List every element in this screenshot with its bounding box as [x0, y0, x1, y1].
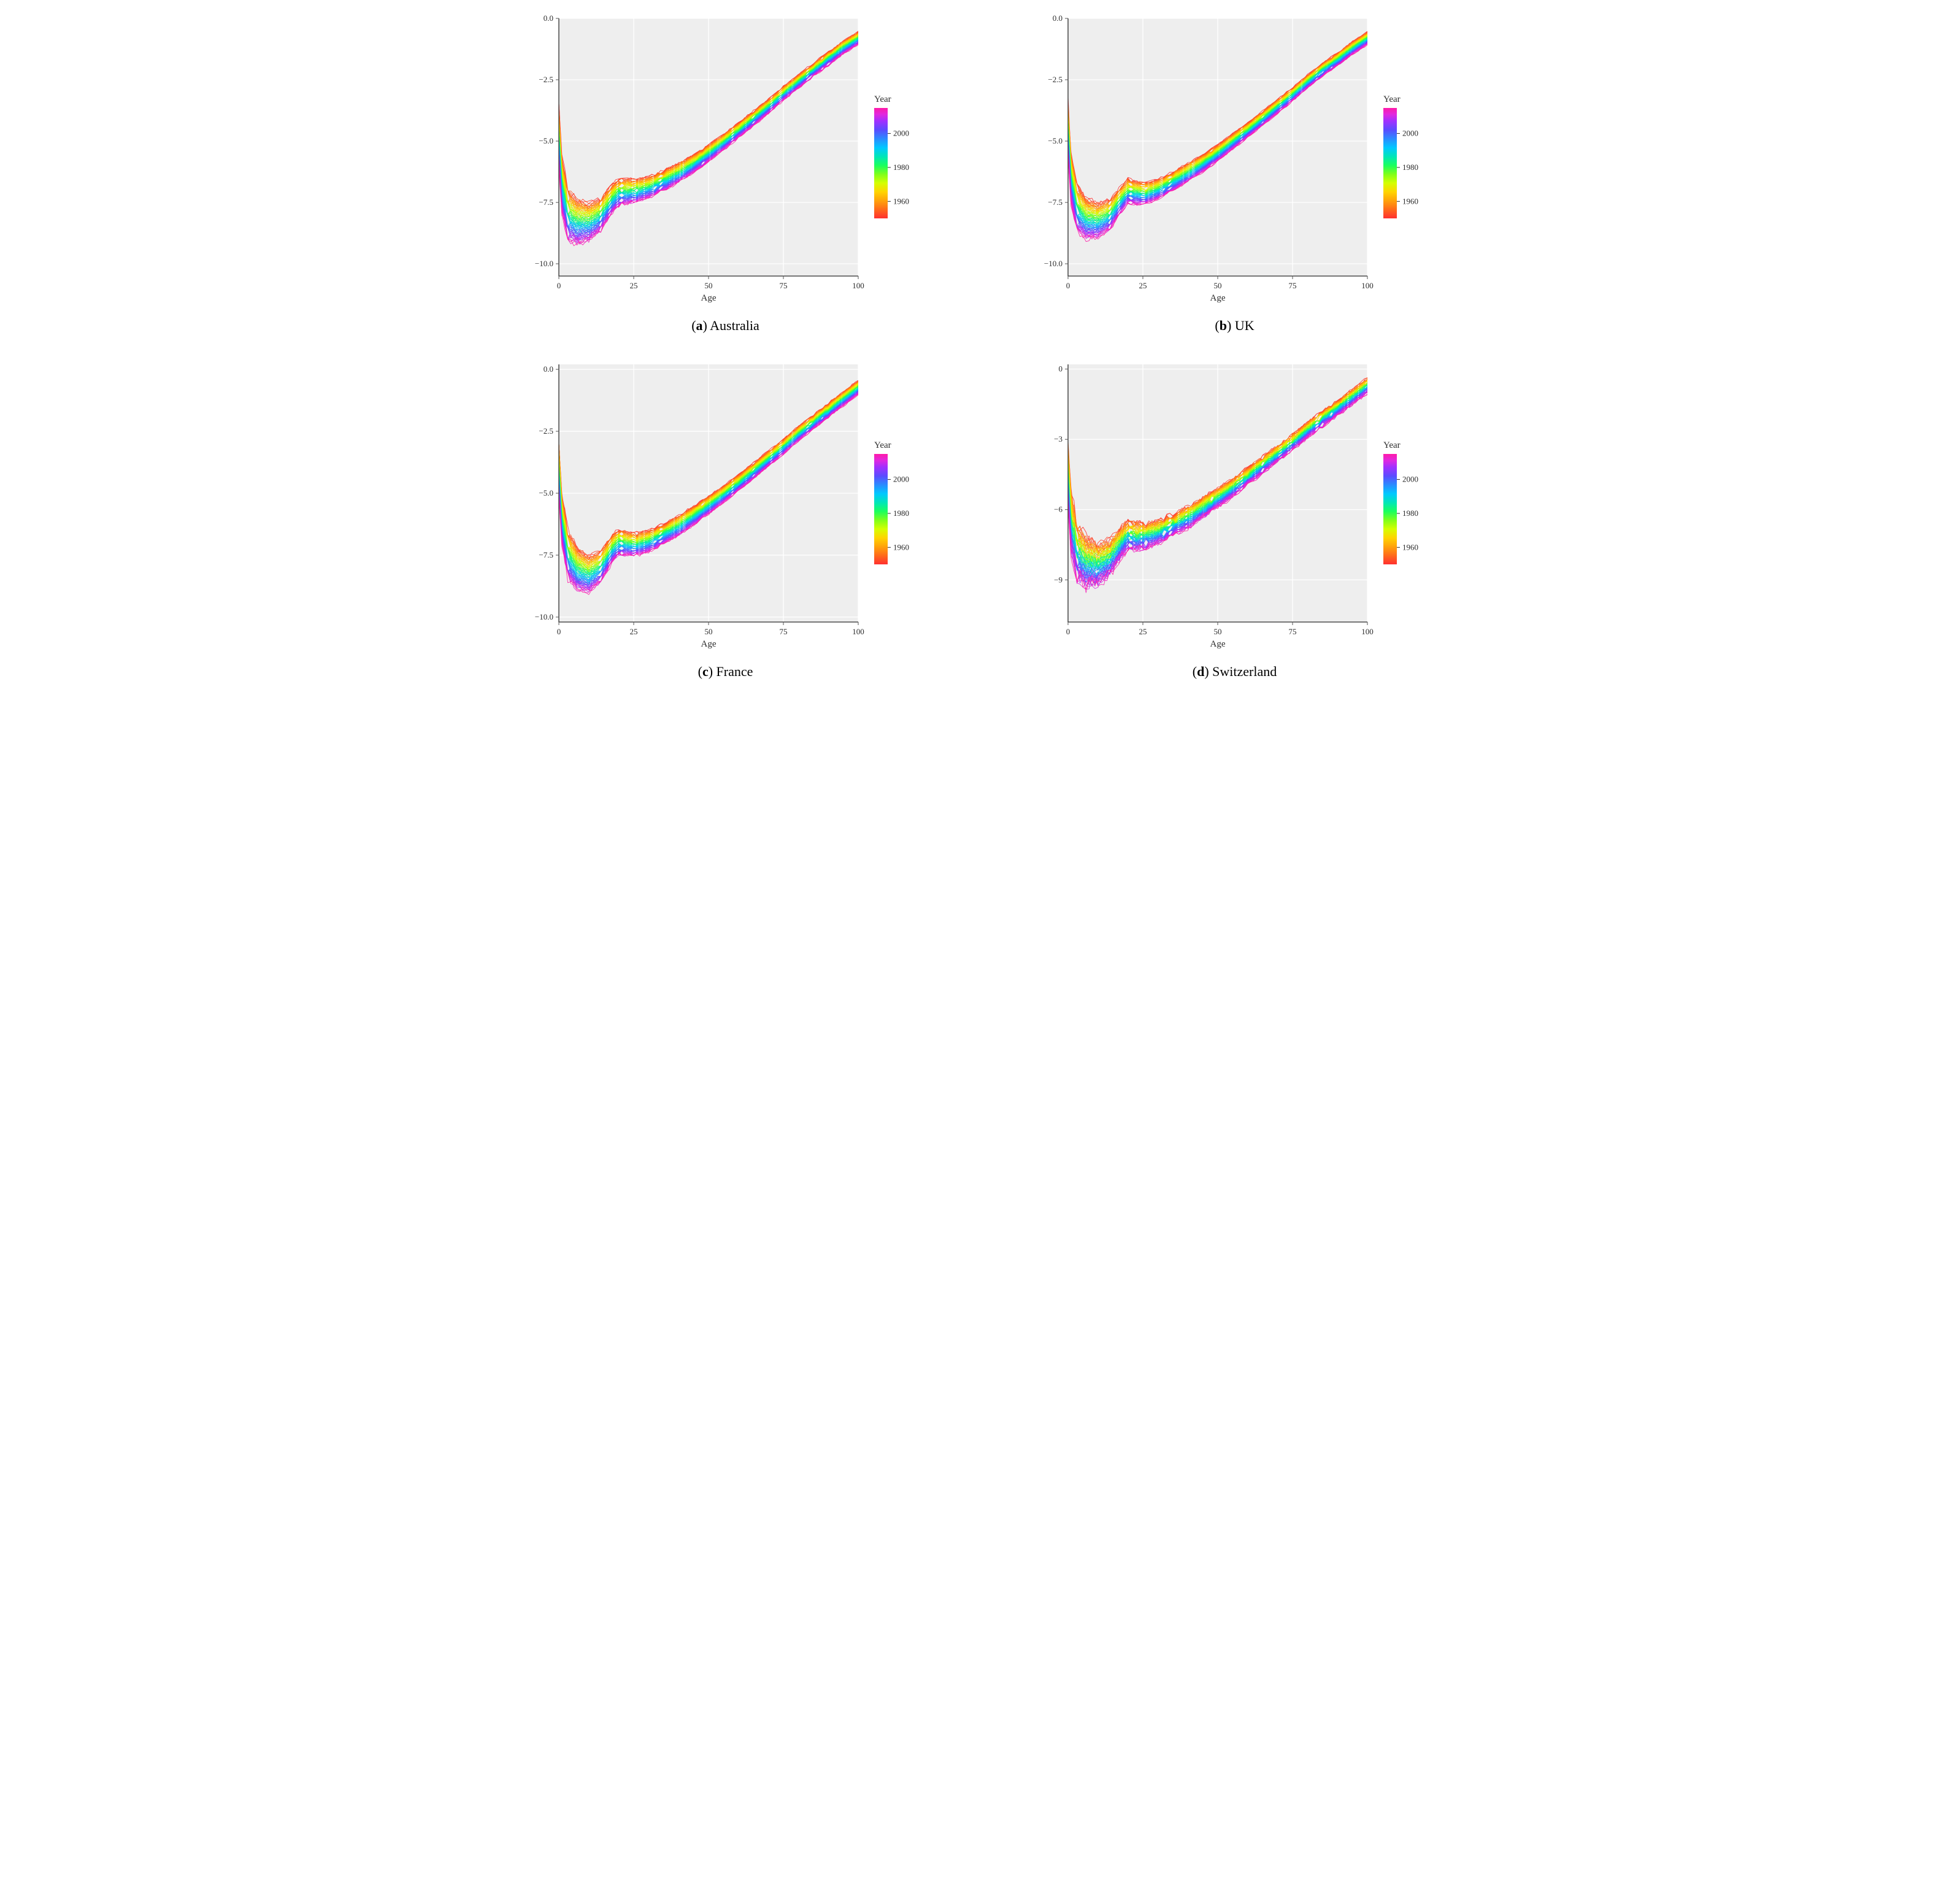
svg-text:75: 75 [779, 281, 787, 290]
legend-title: Year [874, 440, 891, 450]
panel-letter: d [1197, 664, 1204, 679]
svg-text:2000: 2000 [893, 475, 909, 484]
svg-text:0: 0 [1066, 281, 1070, 290]
svg-text:1980: 1980 [893, 509, 909, 518]
panel-letter: b [1220, 318, 1227, 333]
svg-text:1980: 1980 [1402, 509, 1418, 518]
svg-text:50: 50 [704, 281, 712, 290]
x-axis-label: Age [701, 639, 716, 649]
svg-text:75: 75 [1288, 627, 1296, 636]
panel-c: 0 25 50 75 100 Age 0.0 −2.5 −5.0 −7.5 −10.0 Year 200… [490, 358, 962, 680]
panel-b: 0 25 50 75 100 Age 0.0 −2.5 −5.0 −7.5 −10.0 Year 200… [999, 12, 1471, 334]
mortality-chart-a: 0 25 50 75 100 Age 0.0 −2.5 −5.0 −7.5 −10.0 [523, 12, 867, 307]
svg-text:0: 0 [556, 281, 561, 290]
svg-text:1980: 1980 [1402, 163, 1418, 172]
year-colorbar-legend: Year 2000 1980 1960 [874, 93, 928, 226]
svg-text:−10.0: −10.0 [534, 259, 553, 268]
svg-text:25: 25 [1139, 281, 1147, 290]
panel-letter: c [702, 664, 709, 679]
x-axis-label: Age [1210, 639, 1225, 649]
mortality-chart-d: 0 25 50 75 100 Age 0 −3 −6 −9 [1032, 358, 1376, 653]
svg-text:−7.5: −7.5 [539, 550, 553, 559]
svg-text:1960: 1960 [893, 196, 909, 206]
svg-text:0.0: 0.0 [1052, 13, 1062, 23]
svg-text:−10.0: −10.0 [1043, 259, 1062, 268]
svg-text:0: 0 [1066, 627, 1070, 636]
svg-text:25: 25 [629, 281, 637, 290]
svg-text:1960: 1960 [893, 542, 909, 551]
legend-title: Year [1383, 94, 1401, 104]
svg-text:−2.5: −2.5 [539, 75, 553, 84]
svg-text:50: 50 [704, 627, 712, 636]
svg-text:50: 50 [1213, 627, 1221, 636]
svg-text:−3: −3 [1054, 434, 1063, 444]
svg-text:75: 75 [1288, 281, 1296, 290]
year-colorbar-legend: Year 2000 1980 1960 [1383, 93, 1437, 226]
svg-text:1980: 1980 [893, 163, 909, 172]
svg-text:−5.0: −5.0 [1048, 136, 1063, 145]
svg-text:2000: 2000 [1402, 475, 1418, 484]
panel-caption-a: (a) Australia [691, 318, 759, 334]
svg-text:0: 0 [556, 627, 561, 636]
mortality-chart-b: 0 25 50 75 100 Age 0.0 −2.5 −5.0 −7.5 −10.0 [1032, 12, 1376, 307]
svg-text:1960: 1960 [1402, 196, 1418, 206]
svg-text:0.0: 0.0 [543, 13, 553, 23]
svg-text:100: 100 [852, 627, 864, 636]
svg-text:25: 25 [629, 627, 637, 636]
panel-label: France [717, 664, 753, 679]
svg-text:−6: −6 [1054, 505, 1063, 514]
x-axis-label: Age [1210, 293, 1225, 303]
svg-text:2000: 2000 [893, 129, 909, 138]
panel-caption-d: (d) Switzerland [1193, 664, 1277, 680]
x-axis-label: Age [701, 293, 716, 303]
panel-d: 0 25 50 75 100 Age 0 −3 −6 −9 Year 2000 1980 1960 (d) … [999, 358, 1471, 680]
legend-title: Year [874, 94, 891, 104]
panel-label: UK [1235, 318, 1255, 333]
svg-text:−7.5: −7.5 [1048, 198, 1063, 207]
svg-text:−2.5: −2.5 [1048, 75, 1063, 84]
svg-text:50: 50 [1213, 281, 1221, 290]
svg-text:0: 0 [1058, 364, 1063, 374]
mortality-chart-c: 0 25 50 75 100 Age 0.0 −2.5 −5.0 −7.5 −10.0 [523, 358, 867, 653]
svg-text:2000: 2000 [1402, 129, 1418, 138]
svg-text:−9: −9 [1054, 575, 1063, 584]
panel-letter: a [696, 318, 703, 333]
svg-text:0.0: 0.0 [543, 364, 553, 374]
year-colorbar-legend: Year 2000 1980 1960 [1383, 439, 1437, 572]
legend-title: Year [1383, 440, 1401, 450]
svg-text:−5.0: −5.0 [539, 488, 553, 497]
panel-label: Australia [710, 318, 759, 333]
svg-text:100: 100 [1361, 281, 1374, 290]
svg-text:−5.0: −5.0 [539, 136, 553, 145]
panel-caption-b: (b) UK [1215, 318, 1254, 334]
svg-text:100: 100 [1361, 627, 1374, 636]
year-colorbar-legend: Year 2000 1980 1960 [874, 439, 928, 572]
svg-text:75: 75 [779, 627, 787, 636]
panel-label: Switzerland [1212, 664, 1277, 679]
svg-text:1960: 1960 [1402, 542, 1418, 551]
svg-text:100: 100 [852, 281, 864, 290]
svg-text:−2.5: −2.5 [539, 426, 553, 436]
svg-text:−7.5: −7.5 [539, 198, 553, 207]
panel-caption-c: (c) France [698, 664, 753, 680]
svg-text:25: 25 [1139, 627, 1147, 636]
svg-text:−10.0: −10.0 [534, 612, 553, 621]
panel-a: 0 25 50 75 100 Age 0.0 −2.5 −5.0 −7.5 −10.0 Year 200… [490, 12, 962, 334]
